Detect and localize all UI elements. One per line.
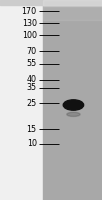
Text: 130: 130 <box>22 19 37 27</box>
Bar <box>0 0 43 200</box>
Text: 100: 100 <box>22 30 37 40</box>
Bar <box>0 0 102 5</box>
Bar <box>43 6 102 20</box>
Text: 55: 55 <box>27 60 37 68</box>
Bar <box>43 0 102 200</box>
Text: 70: 70 <box>27 46 37 55</box>
Ellipse shape <box>63 100 84 110</box>
Ellipse shape <box>67 112 80 116</box>
Text: 170: 170 <box>22 6 37 16</box>
Text: 10: 10 <box>27 140 37 148</box>
Text: 15: 15 <box>27 124 37 134</box>
Bar <box>43 0 102 6</box>
Text: 40: 40 <box>27 75 37 84</box>
Text: 35: 35 <box>27 83 37 92</box>
Text: 25: 25 <box>27 98 37 108</box>
